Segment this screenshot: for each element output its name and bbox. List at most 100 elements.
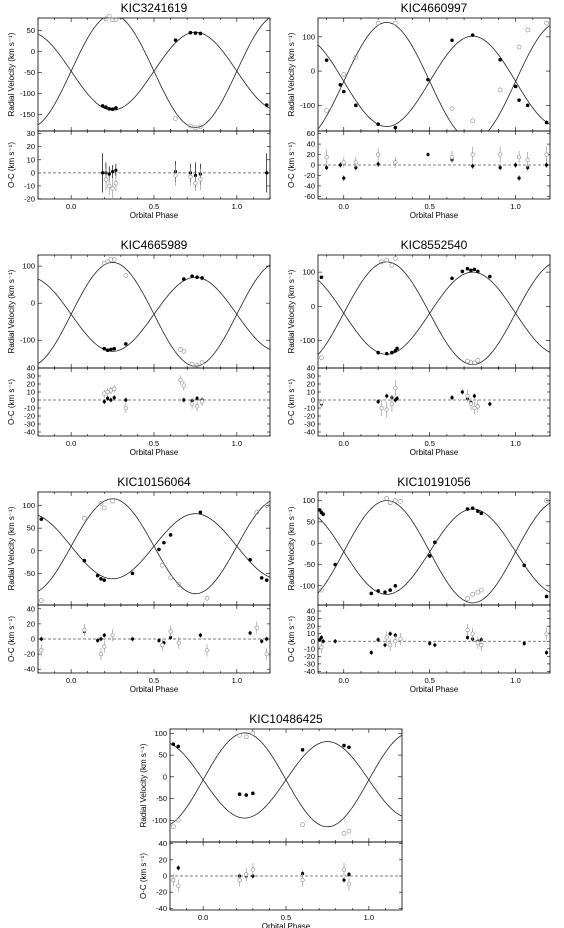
secondary-oc-point: [198, 177, 203, 182]
secondary-rv-point: [478, 587, 484, 593]
primary-oc-point: [460, 390, 464, 394]
secondary-rv-point: [254, 509, 260, 515]
oc-y-tick-label: -40: [24, 428, 35, 437]
primary-oc-point: [514, 163, 518, 167]
primary-rv-point: [251, 791, 255, 796]
secondary-rv-point: [159, 562, 165, 568]
primary-rv-point: [522, 563, 527, 568]
secondary-rv-point: [110, 17, 115, 23]
x-axis-label: Orbital Phase: [410, 685, 459, 694]
primary-rv-point: [324, 58, 329, 62]
oc-y-tick-label: 10: [27, 388, 35, 397]
secondary-oc-point: [113, 181, 119, 186]
rv-plot-frame: [169, 728, 403, 843]
primary-rv-point: [102, 346, 107, 351]
primary-rv-point: [130, 571, 135, 576]
secondary-oc-point: [204, 648, 210, 653]
secondary-oc-point: [105, 389, 110, 395]
oc-y-tick-label: 0: [311, 637, 315, 646]
oc-y-tick-label: -60: [304, 192, 315, 201]
primary-oc-point: [471, 164, 475, 168]
primary-oc-point: [96, 638, 100, 643]
oc-y-tick-label: 10: [27, 155, 35, 164]
primary-rv-point: [99, 576, 103, 581]
secondary-oc-point: [479, 642, 484, 648]
secondary-rv-point: [475, 589, 481, 595]
secondary-oc-point: [449, 155, 455, 160]
secondary-oc-point: [472, 405, 477, 411]
oc-y-tick-label: -20: [304, 652, 315, 661]
oc-y-axis-label: O-C (km s⁻¹): [287, 142, 296, 188]
secondary-rv-point: [470, 118, 476, 124]
primary-rv-point: [517, 98, 521, 102]
secondary-rv-point: [175, 817, 181, 823]
primary-oc-point: [342, 176, 346, 180]
secondary-oc-point: [544, 631, 549, 636]
secondary-oc-point: [244, 872, 249, 877]
secondary-oc-point: [108, 388, 114, 393]
oc-y-tick-label: 20: [27, 619, 35, 628]
primary-oc-point: [428, 641, 432, 646]
secondary-model-curve: [170, 732, 402, 828]
rv-y-axis-label: Radial Velocity (km s⁻¹): [7, 506, 16, 590]
secondary-oc-point: [516, 155, 522, 160]
rv-y-tick-label: 0: [31, 47, 35, 56]
primary-rv-point: [109, 347, 113, 352]
primary-oc-point: [517, 176, 521, 180]
secondary-oc-point: [264, 651, 269, 657]
primary-oc-point: [260, 639, 264, 643]
secondary-rv-point: [398, 499, 403, 504]
oc-y-tick-label: 20: [27, 142, 35, 151]
oc-y-tick-label: -20: [24, 195, 35, 204]
primary-oc-point: [112, 396, 116, 400]
primary-rv-point: [162, 540, 166, 545]
primary-rv-point: [259, 576, 264, 580]
oc-y-tick-label: 20: [307, 622, 315, 631]
secondary-rv-point: [525, 27, 531, 33]
oc-y-tick-label: -10: [304, 644, 315, 653]
secondary-rv-point: [110, 498, 115, 504]
chart-title: KIC10191056: [397, 475, 471, 489]
oc-y-tick-label: 0: [31, 396, 35, 405]
chart-title: KIC4665989: [121, 238, 188, 252]
rv-y-tick-label: -100: [20, 336, 35, 345]
secondary-oc-point: [544, 152, 549, 157]
primary-oc-point: [333, 639, 337, 643]
secondary-model-curve: [38, 498, 270, 595]
primary-rv-point: [105, 348, 110, 353]
primary-oc-point: [265, 171, 269, 175]
rv-y-axis-label: Radial Velocity (km s⁻¹): [7, 269, 16, 353]
secondary-oc-point: [525, 157, 530, 162]
secondary-oc-point: [107, 183, 112, 189]
secondary-rv-point: [189, 361, 195, 367]
oc-y-tick-label: 40: [307, 140, 315, 149]
primary-rv-point: [95, 573, 100, 578]
rv-y-tick-label: -100: [300, 101, 315, 110]
x-tick-label: 0.5: [424, 439, 434, 448]
secondary-rv-point: [123, 273, 129, 278]
primary-rv-point: [264, 578, 269, 582]
secondary-oc-point: [324, 155, 329, 160]
x-tick-label: 1.0: [510, 202, 520, 211]
x-tick-label: 0.5: [149, 439, 159, 448]
secondary-rv-point: [98, 500, 104, 506]
rv-y-tick-label: 0: [311, 539, 315, 548]
secondary-oc-point: [393, 385, 398, 391]
primary-rv-point: [498, 57, 502, 62]
primary-oc-point: [106, 396, 110, 400]
secondary-rv-point: [375, 20, 381, 26]
oc-y-tick-label: -40: [304, 667, 315, 676]
secondary-model-curve: [318, 500, 550, 604]
oc-y-tick-label: 30: [27, 129, 35, 138]
primary-oc-point: [347, 872, 351, 876]
primary-model-curve: [318, 35, 550, 127]
oc-y-tick-label: -10: [24, 181, 35, 190]
secondary-rv-point: [176, 582, 182, 588]
secondary-rv-point: [389, 262, 395, 268]
primary-oc-point: [248, 631, 252, 635]
oc-y-tick-label: -40: [24, 665, 35, 674]
rv-y-tick-label: 50: [27, 524, 35, 533]
primary-rv-point: [112, 346, 117, 351]
secondary-oc-point: [398, 636, 403, 642]
rv-y-tick-label: 100: [302, 268, 315, 277]
